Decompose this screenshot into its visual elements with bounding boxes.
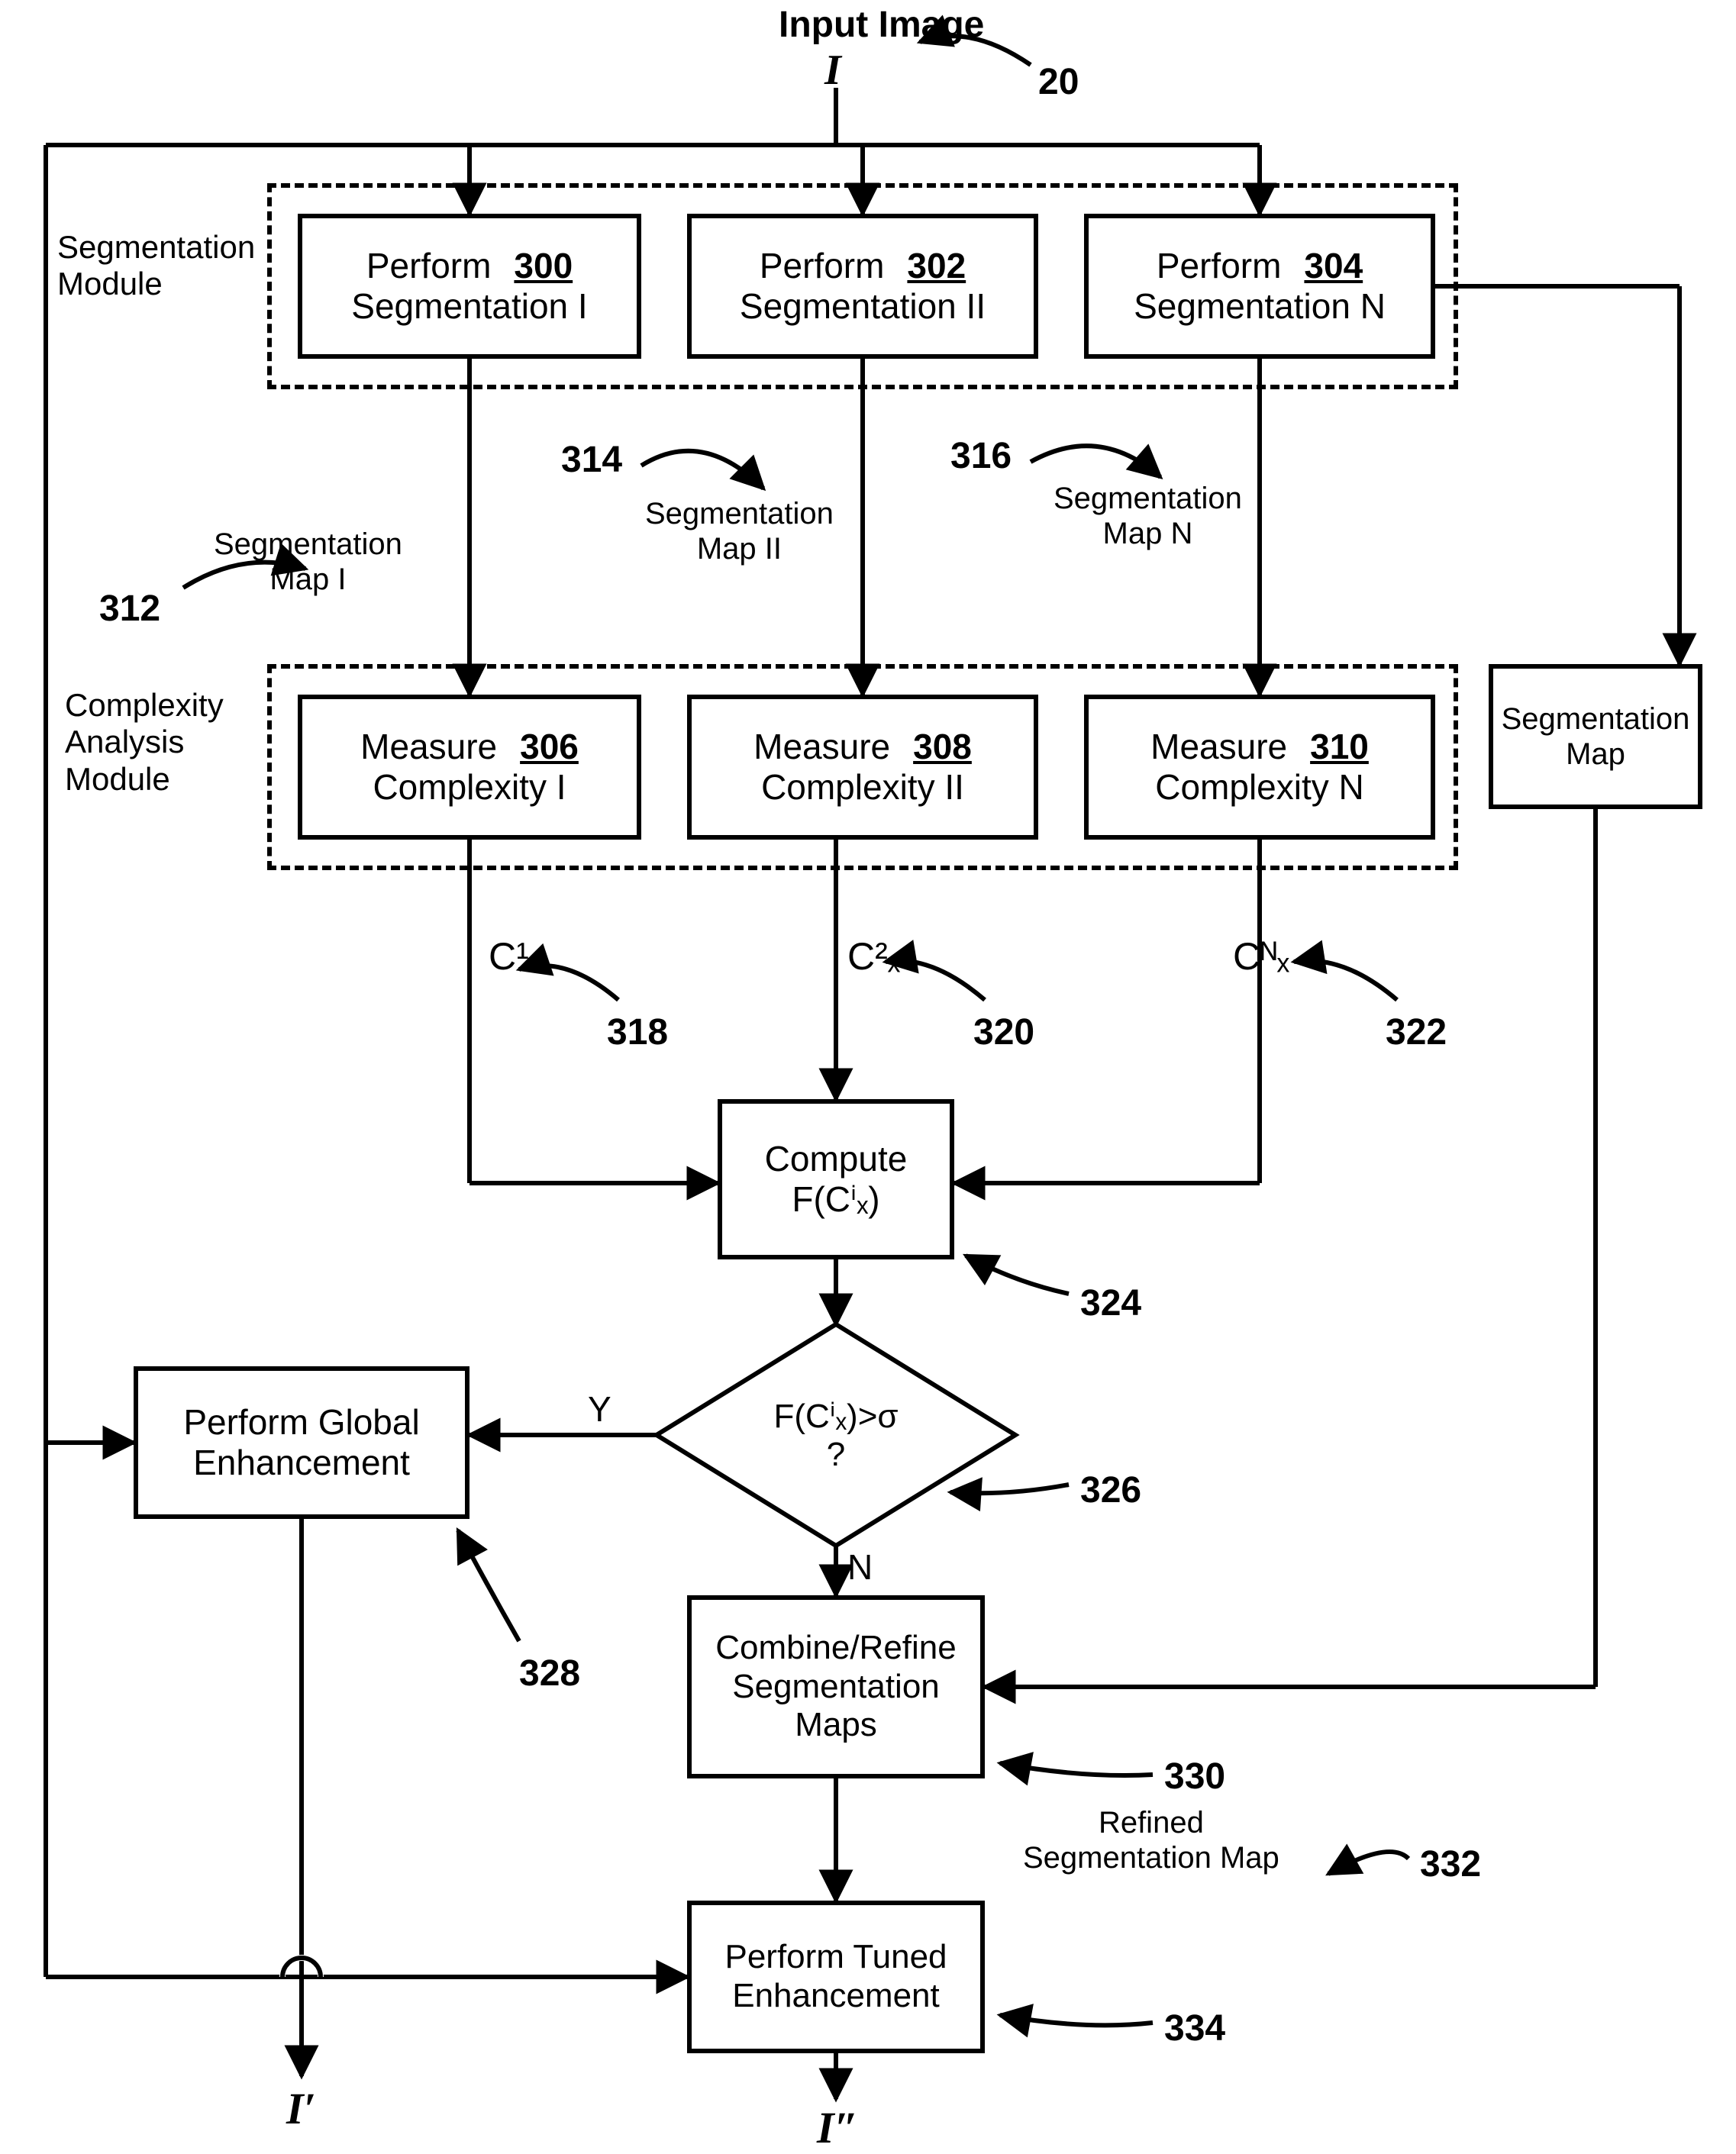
ref-322: 322	[1386, 1011, 1447, 1053]
ref-334: 334	[1164, 2007, 1225, 2049]
perform-tuned-enhancement: Perform Tuned Enhancement	[687, 1901, 985, 2053]
seg2-l1: Perform	[760, 246, 885, 286]
perform-segmentation-1: Perform 300 Segmentation I	[298, 214, 641, 359]
output-i-prime: I′	[286, 2084, 316, 2135]
decision-l2: ?	[827, 1436, 845, 1474]
comp2-ref: 308	[913, 727, 972, 767]
comp1-ref: 306	[520, 727, 579, 767]
segmap-box-l1: Segmentation	[1502, 701, 1690, 737]
measure-complexity-1: Measure 306 Complexity I	[298, 695, 641, 840]
decision-diamond: F(Cⁱₓ)>σ ?	[744, 1389, 928, 1481]
segmap2-label: Segmentation Map II	[645, 496, 834, 566]
comp3-l2: Complexity N	[1155, 767, 1364, 808]
combine-refine-box: Combine/Refine Segmentation Maps	[687, 1595, 985, 1778]
compute-box: Compute F(Cⁱₓ)	[718, 1099, 954, 1259]
ref-312: 312	[99, 588, 160, 630]
tuned-l1: Perform Tuned	[724, 1938, 947, 1977]
comp1-l2: Complexity I	[373, 767, 566, 808]
comp1-l1: Measure	[360, 727, 497, 767]
seg2-l2: Segmentation II	[740, 286, 986, 327]
n-label: N	[847, 1547, 873, 1588]
global-l1: Perform Global	[183, 1402, 419, 1443]
seg1-ref: 300	[514, 246, 573, 286]
seg2-ref: 302	[907, 246, 966, 286]
compute-l2: F(Cⁱₓ)	[792, 1179, 879, 1220]
comp2-l2: Complexity II	[761, 767, 964, 808]
ref-318: 318	[607, 1011, 668, 1053]
input-image-italic: I	[824, 46, 841, 95]
combine-l3: Maps	[795, 1706, 877, 1745]
perform-segmentation-2: Perform 302 Segmentation II	[687, 214, 1038, 359]
input-image-label: Input Image	[779, 4, 984, 46]
ref-316: 316	[950, 435, 1012, 477]
segmentation-map-box: Segmentation Map	[1489, 664, 1702, 809]
ref-332: 332	[1420, 1843, 1481, 1885]
segmap-box-l2: Map	[1566, 737, 1625, 772]
complexity-module-label: Complexity Analysis Module	[65, 687, 224, 798]
segmapN-label: Segmentation Map N	[1054, 481, 1242, 551]
perform-global-enhancement: Perform Global Enhancement	[134, 1366, 469, 1519]
seg1-l2: Segmentation I	[351, 286, 587, 327]
c2-label: C²ₓ	[847, 935, 900, 979]
ref-330: 330	[1164, 1756, 1225, 1798]
segmentation-module-label: Segmentation Module	[57, 229, 255, 303]
ref-324: 324	[1080, 1282, 1141, 1324]
compute-l1: Compute	[765, 1139, 908, 1179]
combine-l1: Combine/Refine	[715, 1629, 957, 1668]
y-label: Y	[588, 1389, 611, 1430]
refined-segmap-label: Refined Segmentation Map	[1023, 1805, 1279, 1875]
c1-label: C¹ₓ	[489, 935, 541, 979]
seg3-l1: Perform	[1157, 246, 1282, 286]
global-l2: Enhancement	[193, 1443, 410, 1483]
measure-complexity-2: Measure 308 Complexity II	[687, 695, 1038, 840]
ref-320: 320	[973, 1011, 1034, 1053]
seg3-l2: Segmentation N	[1134, 286, 1386, 327]
seg3-ref: 304	[1304, 246, 1363, 286]
comp2-l1: Measure	[753, 727, 890, 767]
ref-328: 328	[519, 1653, 580, 1695]
tuned-l2: Enhancement	[732, 1977, 940, 2016]
combine-l2: Segmentation	[732, 1668, 940, 1707]
seg1-l1: Perform	[366, 246, 492, 286]
output-i-double-prime: I″	[817, 2103, 859, 2154]
decision-l1: F(Cⁱₓ)>σ	[773, 1397, 898, 1436]
ref-20: 20	[1038, 61, 1079, 103]
measure-complexity-n: Measure 310 Complexity N	[1084, 695, 1435, 840]
perform-segmentation-n: Perform 304 Segmentation N	[1084, 214, 1435, 359]
diagram-canvas: Input Image I 20 Segmentation Module Per…	[0, 0, 1736, 2147]
comp3-l1: Measure	[1150, 727, 1287, 767]
cN-label: Cᴺₓ	[1233, 935, 1289, 979]
comp3-ref: 310	[1310, 727, 1369, 767]
ref-326: 326	[1080, 1469, 1141, 1511]
ref-314: 314	[561, 439, 622, 481]
segmap1-label: Segmentation Map I	[214, 527, 402, 597]
